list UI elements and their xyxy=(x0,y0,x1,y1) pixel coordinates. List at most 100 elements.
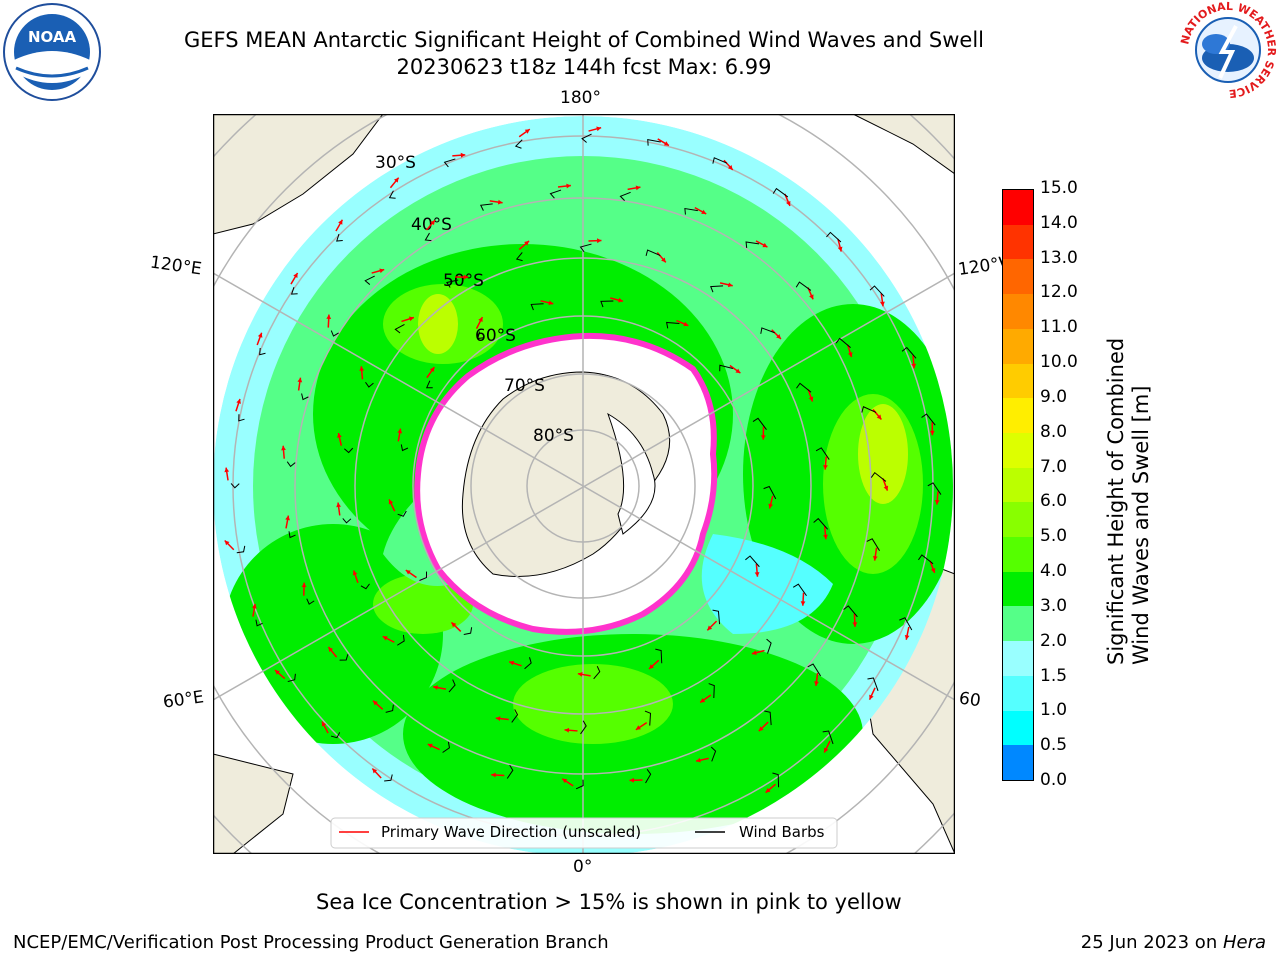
wind-barb xyxy=(763,485,777,500)
wind-barb xyxy=(901,346,917,359)
legend-wave-direction: Primary Wave Direction (unscaled) xyxy=(381,823,641,841)
wave-direction-arrowhead xyxy=(328,647,334,652)
map-legend: Primary Wave Direction (unscaled) Wind B… xyxy=(330,817,838,849)
wave-direction-arrowhead xyxy=(701,209,707,214)
svg-text:NOAA: NOAA xyxy=(28,28,77,46)
wave-direction-arrowhead xyxy=(683,321,689,327)
wind-barb xyxy=(259,347,266,356)
wind-barb xyxy=(549,189,562,199)
colorbar-tick-label: 15.0 xyxy=(1040,178,1078,198)
colorbar-tick-label: 3.0 xyxy=(1040,595,1068,616)
wind-barb xyxy=(230,483,240,489)
wave-direction-arrowhead xyxy=(663,141,669,146)
wave-direction-arrowhead xyxy=(629,777,634,783)
footer-date-text: 25 Jun 2023 on xyxy=(1080,932,1223,953)
wave-direction-arrows xyxy=(224,126,940,794)
antarctica xyxy=(414,332,718,635)
colorbar-tick-label: 11.0 xyxy=(1040,317,1078,338)
wind-barb xyxy=(899,617,913,631)
wave-direction-arrowhead xyxy=(883,485,889,491)
wave-direction-arrowhead xyxy=(808,396,814,402)
wave-direction-arrowhead xyxy=(577,672,583,677)
wave-direction-arrowhead xyxy=(301,582,307,588)
wave-direction-arrowhead xyxy=(430,220,435,226)
wave-direction-arrowhead xyxy=(880,301,885,307)
lat-label-60s: 60°S xyxy=(475,326,516,346)
colorbar-segment xyxy=(1003,224,1033,260)
colorbar-segment xyxy=(1003,363,1033,399)
chart-title: GEFS MEAN Antarctic Significant Height o… xyxy=(183,28,985,52)
colorbar-segment xyxy=(1003,467,1033,503)
wind-barb xyxy=(665,321,680,329)
wind-barb xyxy=(752,417,767,430)
colorbar-tick-label: 14.0 xyxy=(1040,212,1078,233)
colorbar-ticks: 15.0 14.0 13.0 12.0 11.0 10.0 9.0 8.0 7.0 6.0 5.0 4… xyxy=(1040,178,1100,790)
wind-barb xyxy=(645,769,652,784)
wave-direction-arrowhead xyxy=(463,274,469,280)
wind-barb xyxy=(710,285,724,293)
wave-direction-arrowhead xyxy=(934,499,940,505)
wave-direction-arrowhead xyxy=(649,664,654,669)
wind-barb xyxy=(581,133,592,143)
colorbar-segment xyxy=(1003,259,1033,295)
wave-direction-arrowhead xyxy=(405,570,411,575)
wind-barb xyxy=(530,303,544,311)
colorbar-segment xyxy=(1003,294,1033,329)
colorbar-tick-label: 1.5 xyxy=(1040,665,1068,686)
legend-wind-barbs: Wind Barbs xyxy=(739,823,825,841)
wave-direction-arrowhead xyxy=(754,572,760,577)
wave-direction-arrowhead xyxy=(491,772,496,778)
wave-direction-arrowhead xyxy=(735,368,741,374)
wind-barb xyxy=(815,447,830,460)
wind-barb xyxy=(514,139,523,149)
wind-barb xyxy=(344,447,354,454)
wind-barb xyxy=(745,241,760,248)
wind-barb xyxy=(921,413,936,426)
wave-direction-arrowhead xyxy=(911,363,917,369)
wave-direction-arrowhead xyxy=(564,727,570,733)
map-frame xyxy=(212,113,956,855)
wave-direction-arrowhead xyxy=(727,164,733,170)
wave-direction-arrowhead xyxy=(776,334,781,339)
wind-barb xyxy=(579,243,592,253)
wave-direction-arrowhead xyxy=(596,238,602,244)
colorbar-tick-label: 6.0 xyxy=(1040,491,1068,512)
lat-label-70s: 70°S xyxy=(504,376,545,396)
wave-direction-arrowhead xyxy=(524,240,530,246)
wave-direction-arrowhead xyxy=(359,366,365,371)
wave-direction-arrowhead xyxy=(274,670,280,675)
wind-barb xyxy=(479,203,493,211)
wind-barb xyxy=(506,764,514,779)
wind-barb xyxy=(360,583,370,590)
wave-direction-arrowhead xyxy=(548,300,554,306)
wave-direction-arrowhead xyxy=(393,177,399,183)
wind-barb xyxy=(442,741,450,753)
wave-direction-arrowhead xyxy=(372,700,378,706)
wave-direction-arrowhead xyxy=(852,622,858,627)
wind-barb xyxy=(719,364,733,372)
wind-barb xyxy=(645,249,661,256)
wave-direction-arrowhead xyxy=(397,428,403,434)
wind-barb xyxy=(684,207,698,215)
wind-barb xyxy=(388,190,396,199)
wave-direction-arrowhead xyxy=(823,534,828,540)
wave-direction-arrowhead xyxy=(696,757,701,763)
colorbar-tick-label: 8.0 xyxy=(1040,421,1068,442)
colorbar-segment xyxy=(1003,398,1033,433)
wind-barb xyxy=(397,634,405,646)
colorbar-tick-label: 13.0 xyxy=(1040,247,1078,268)
lon-label-60e: 60°E xyxy=(161,687,206,713)
wind-barb xyxy=(463,627,473,635)
wind-barb xyxy=(288,531,296,539)
wind-barb xyxy=(764,710,772,726)
wave-direction-arrowhead xyxy=(379,268,385,274)
wind-barb xyxy=(419,571,428,581)
colorbar-segment xyxy=(1003,710,1033,746)
wind-barb xyxy=(760,327,775,334)
lat-label-50s: 50°S xyxy=(443,271,484,291)
wave-direction-arrowhead xyxy=(751,650,757,656)
nws-logo: NATIONAL WEATHER SERVICE xyxy=(1178,0,1278,100)
wave-direction-arrowhead xyxy=(837,246,843,252)
colorbar-tick-label: 9.0 xyxy=(1040,386,1068,407)
chart-subtitle: 20230623 t18z 144h fcst Max: 6.99 xyxy=(396,55,772,79)
